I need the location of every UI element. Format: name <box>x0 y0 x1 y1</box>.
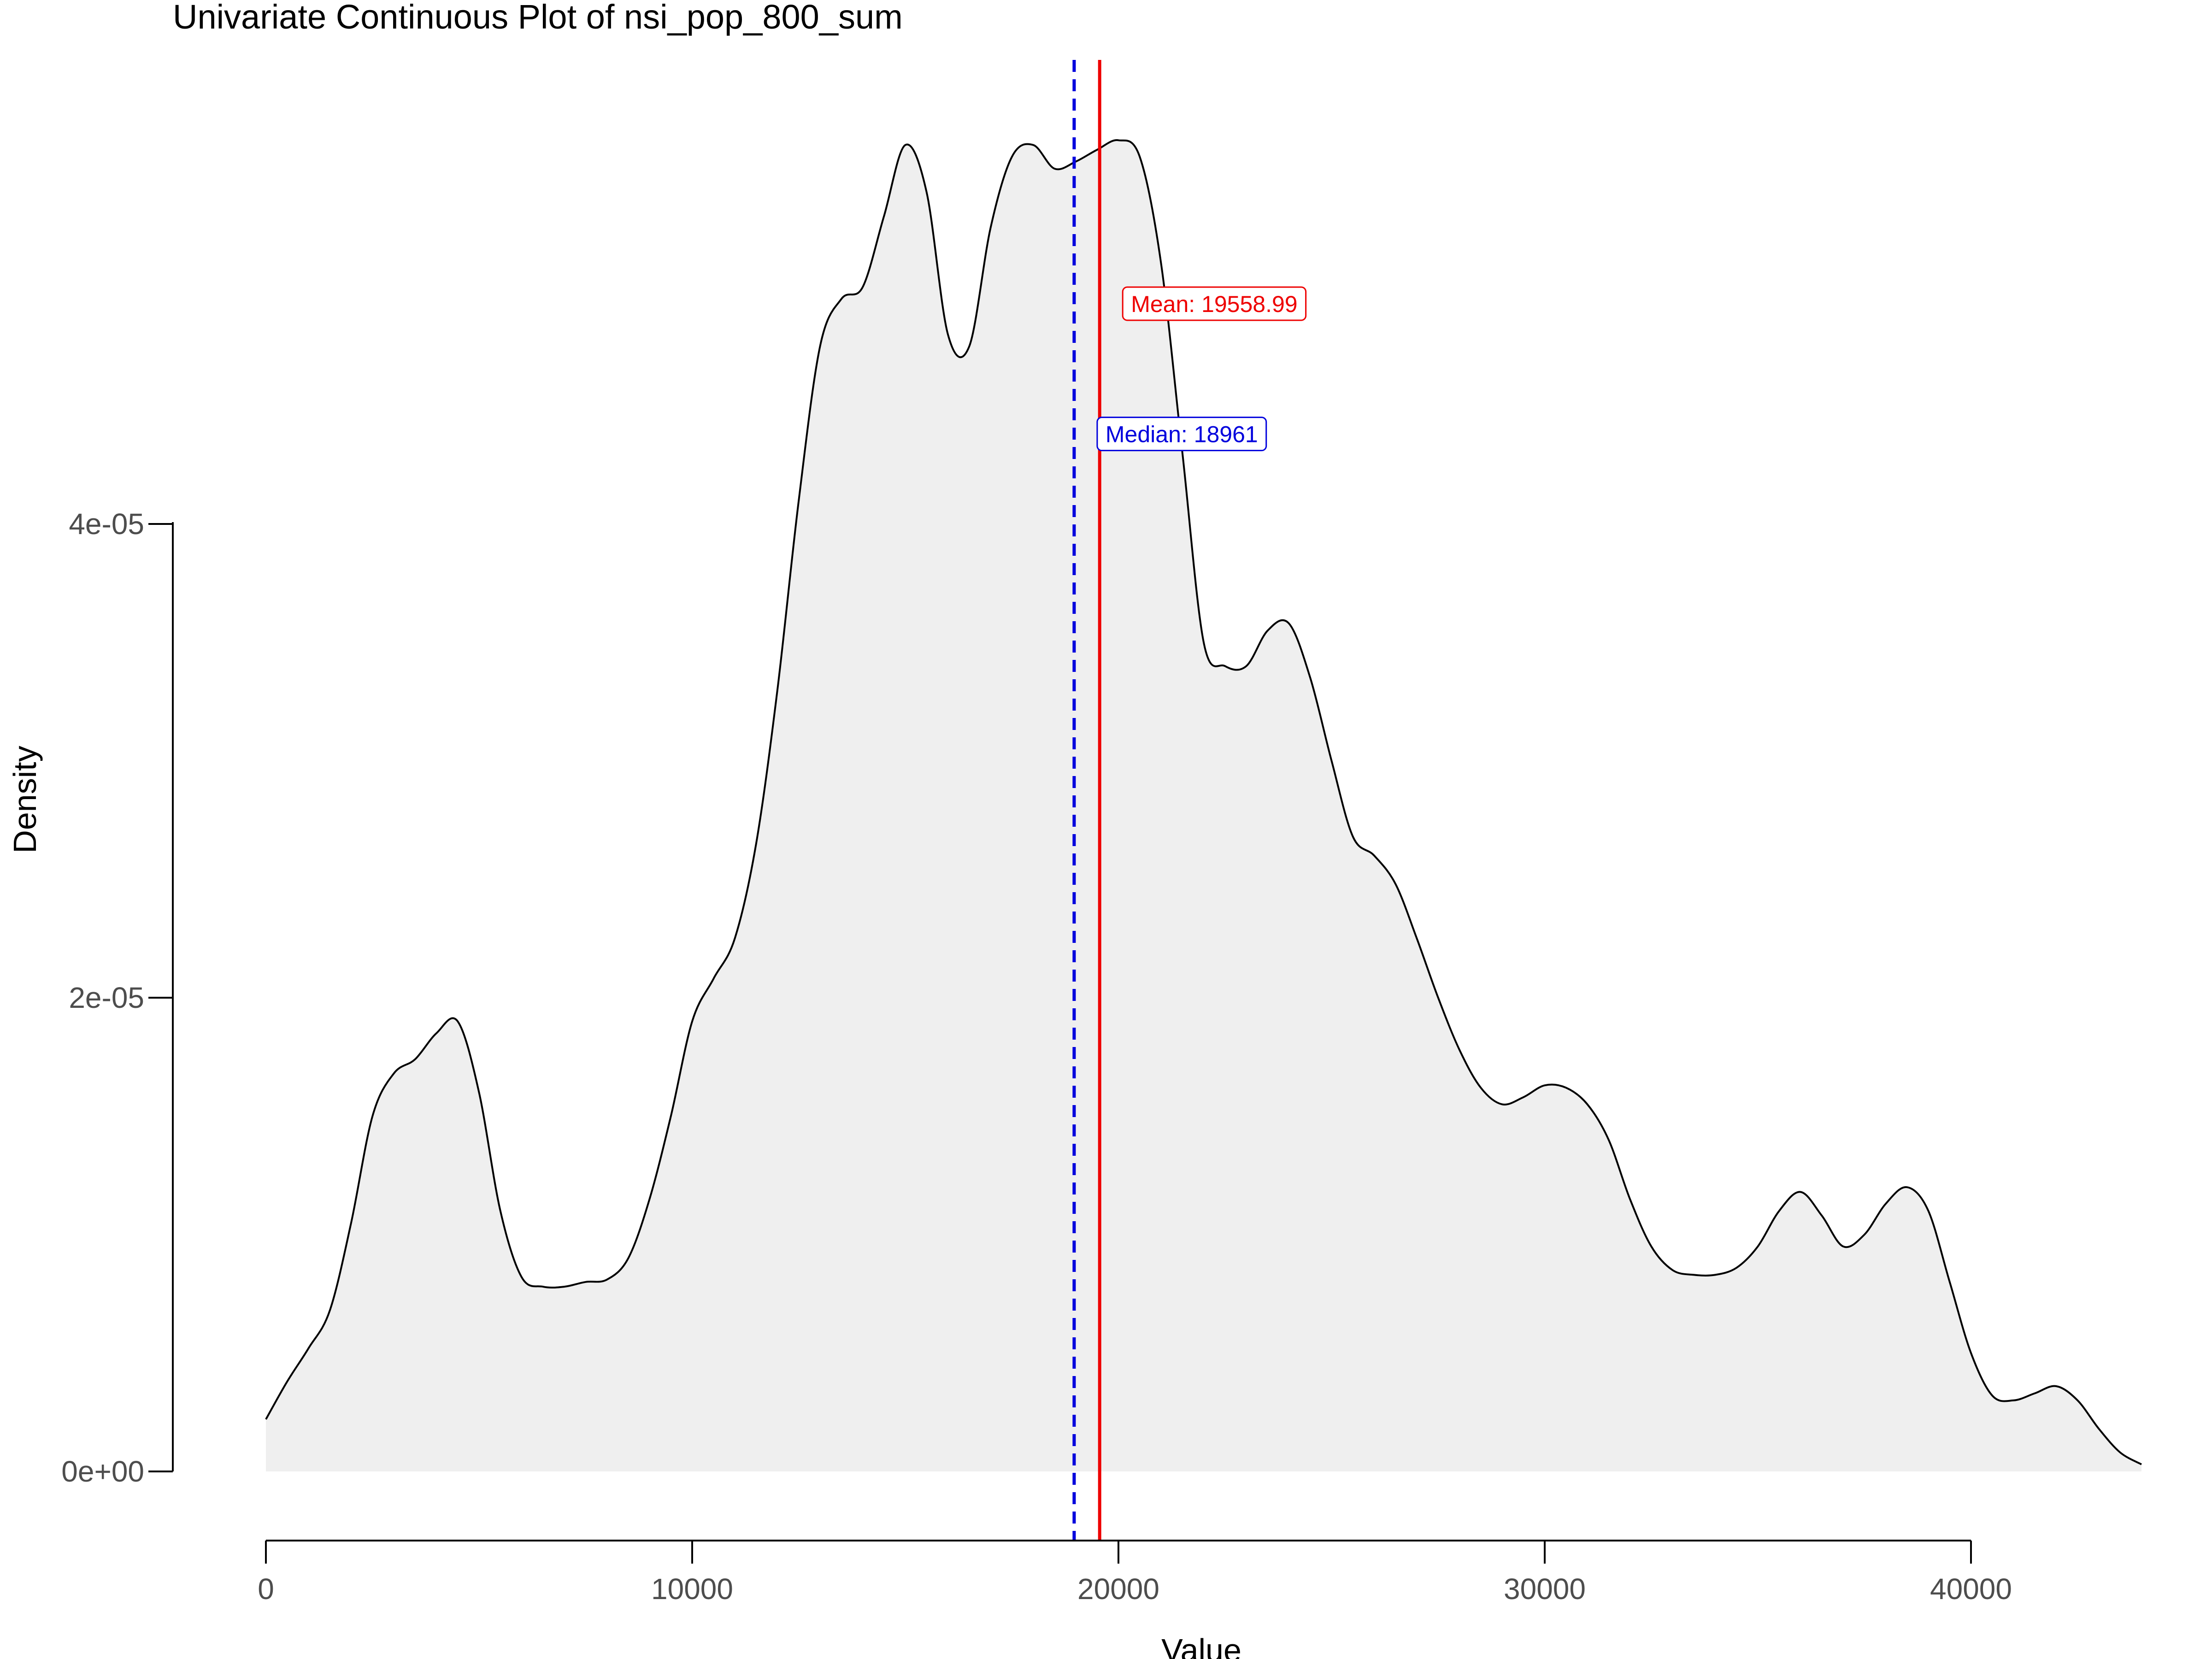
x-tick-label: 20000 <box>1077 1572 1159 1606</box>
y-tick-label: 0e+00 <box>61 1455 144 1488</box>
median-label-box <box>1096 417 1267 452</box>
y-tick-label: 2e-05 <box>69 981 144 1014</box>
median-label: Median: 18961 <box>1106 422 1258 447</box>
y-axis-label: Density <box>7 746 43 853</box>
y-axis-ticks: 0e+00 2e-05 4e-05 <box>61 507 173 1488</box>
x-tick-label: 30000 <box>1504 1572 1586 1606</box>
density-curve <box>265 139 2142 1465</box>
x-axis-ticks: 0 10000 20000 30000 40000 <box>258 1541 2012 1606</box>
x-tick-label: 10000 <box>651 1572 733 1606</box>
mean-label-box <box>1122 286 1307 321</box>
x-tick-label: 0 <box>258 1572 274 1606</box>
y-tick-label: 4e-05 <box>69 507 144 541</box>
mean-label: Mean: 19558.99 <box>1131 291 1297 317</box>
chart-title: Univariate Continuous Plot of nsi_pop_80… <box>173 0 903 36</box>
reference-lines: Mean: 19558.99 Median: 18961 <box>1072 60 1307 1541</box>
density-area <box>266 140 2141 1471</box>
x-tick-label: 40000 <box>1930 1572 2012 1606</box>
x-axis-label: Value <box>1161 1632 1241 1659</box>
